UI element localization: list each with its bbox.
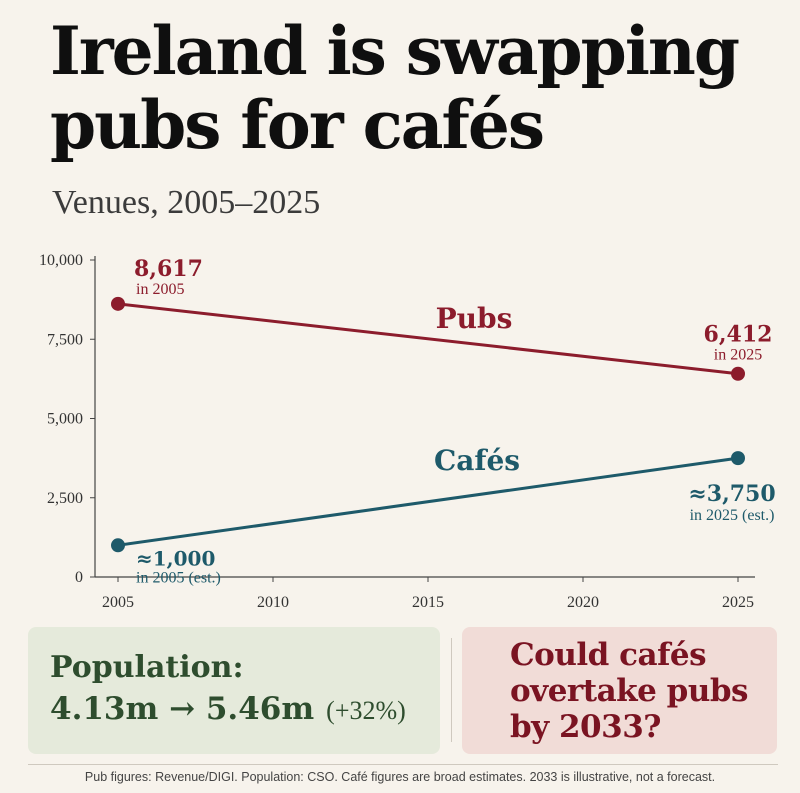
population-card: Population: 4.13m → 5.46m (+32%) [28,627,440,754]
y-tick-label: 10,000 [39,252,83,269]
pubs-start-value: 8,617 [134,256,203,282]
footnote: Pub figures: Revenue/DIGI. Population: C… [84,770,716,784]
chart-subtitle: Venues, 2005–2025 [52,184,321,221]
title-line-2: pubs for cafés [50,86,545,164]
question-card: Could cafés overtake pubs by 2033? [462,627,777,754]
y-tick-label: 2,500 [47,490,83,507]
question-line-1: Could cafés [510,637,707,673]
question-line-3: by 2033? [510,709,661,745]
x-tick-label: 2015 [412,594,444,611]
population-change: (+32%) [326,696,406,725]
cafes-start-note: in 2005 (est.) [136,569,221,586]
population-label: Population: [50,650,244,685]
population-value: 4.13m → 5.46m [50,691,315,727]
x-tick-label: 2010 [257,594,289,611]
cafes-point-2005 [111,538,125,553]
x-tick-label: 2005 [102,594,134,611]
y-tick-label: 7,500 [47,331,83,348]
y-tick-label: 5,000 [47,411,83,428]
pubs-start-note: in 2005 [136,281,184,298]
y-tick-label: 0 [75,569,83,586]
question-line-2: overtake pubs [510,673,749,709]
chart-title: Ireland is swapping pubs for cafés [50,12,740,164]
cafes-point-2025 [731,451,745,466]
pubs-point-2005 [111,296,125,311]
card-divider [451,638,452,742]
pubs-series-line [117,302,739,376]
pubs-point-2025 [731,366,745,381]
pubs-end-value: 6,412 [704,322,773,348]
cafes-end-note: in 2025 (est.) [690,507,775,524]
pubs-end-note: in 2025 [714,347,762,364]
cafes-end-value: ≈3,750 [688,481,775,507]
population-values: 4.13m → 5.46m (+32%) [50,687,418,733]
line-chart: 0 2,500 5,000 7,500 10,000 2005 2010 2015 2020 20… [39,252,776,611]
footnote-rule [28,764,778,765]
cafes-series-label: Cafés [434,444,520,477]
pubs-series-label: Pubs [436,302,513,335]
cafes-start-value: ≈1,000 [136,546,215,570]
question-text: Could cafés overtake pubs by 2033? [510,637,767,745]
x-tick-label: 2025 [722,594,754,611]
cafes-series-line [117,456,739,547]
x-tick-label: 2020 [567,594,599,611]
title-line-1: Ireland is swapping [50,12,740,90]
